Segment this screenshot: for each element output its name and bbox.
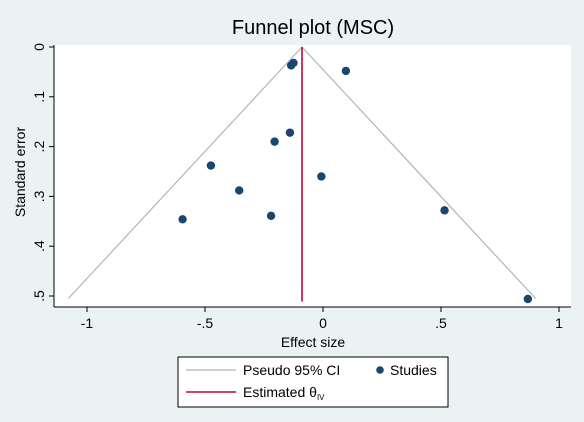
y-tick-label: .3	[31, 190, 47, 202]
ci-lower-line	[67, 46, 303, 299]
study-point	[341, 66, 351, 76]
study-point	[206, 161, 216, 170]
legend-studies-label: Studies	[390, 362, 437, 378]
y-tick-label: .4	[31, 240, 47, 252]
legend-box	[177, 356, 449, 408]
legend-studies-marker	[376, 366, 384, 374]
y-tick-label: 0	[31, 43, 47, 51]
x-tick-label: -.5	[197, 315, 214, 331]
study-point	[317, 172, 326, 181]
study-point	[178, 215, 187, 224]
y-axis-label: Standard error	[12, 127, 28, 218]
study-point	[266, 211, 276, 221]
plot-area	[54, 45, 571, 307]
study-point	[440, 206, 449, 215]
legend: Pseudo 95% CI Studies Estimated θIV	[177, 356, 449, 408]
ci-upper-line	[301, 46, 537, 299]
legend-estimate-text: Estimated θ	[243, 384, 317, 400]
study-point	[270, 137, 279, 146]
study-point	[523, 294, 533, 304]
chart-title: Funnel plot (MSC)	[232, 17, 394, 39]
x-tick-label: -1	[81, 315, 94, 331]
legend-estimate-subscript: IV	[317, 393, 325, 402]
x-tick-label: 0	[319, 315, 327, 331]
study-point	[289, 58, 298, 68]
x-axis-label: Effect size	[281, 334, 346, 350]
x-axis-ticks: -1 -.5 0 .5 1	[81, 307, 563, 331]
legend-ci-label: Pseudo 95% CI	[243, 362, 340, 378]
x-tick-label: 1	[555, 315, 563, 331]
x-tick-label: .5	[435, 315, 447, 331]
y-tick-label: .2	[31, 141, 47, 153]
study-points	[178, 58, 533, 304]
y-axis-ticks: 0 .1 .2 .3 .4 .5	[31, 43, 54, 302]
y-tick-label: .5	[31, 290, 47, 302]
legend-estimate-label: Estimated θIV	[243, 384, 325, 402]
study-point	[285, 128, 295, 137]
pseudo-ci-lines	[67, 46, 537, 299]
study-point	[235, 186, 244, 195]
y-tick-label: .1	[31, 91, 47, 103]
